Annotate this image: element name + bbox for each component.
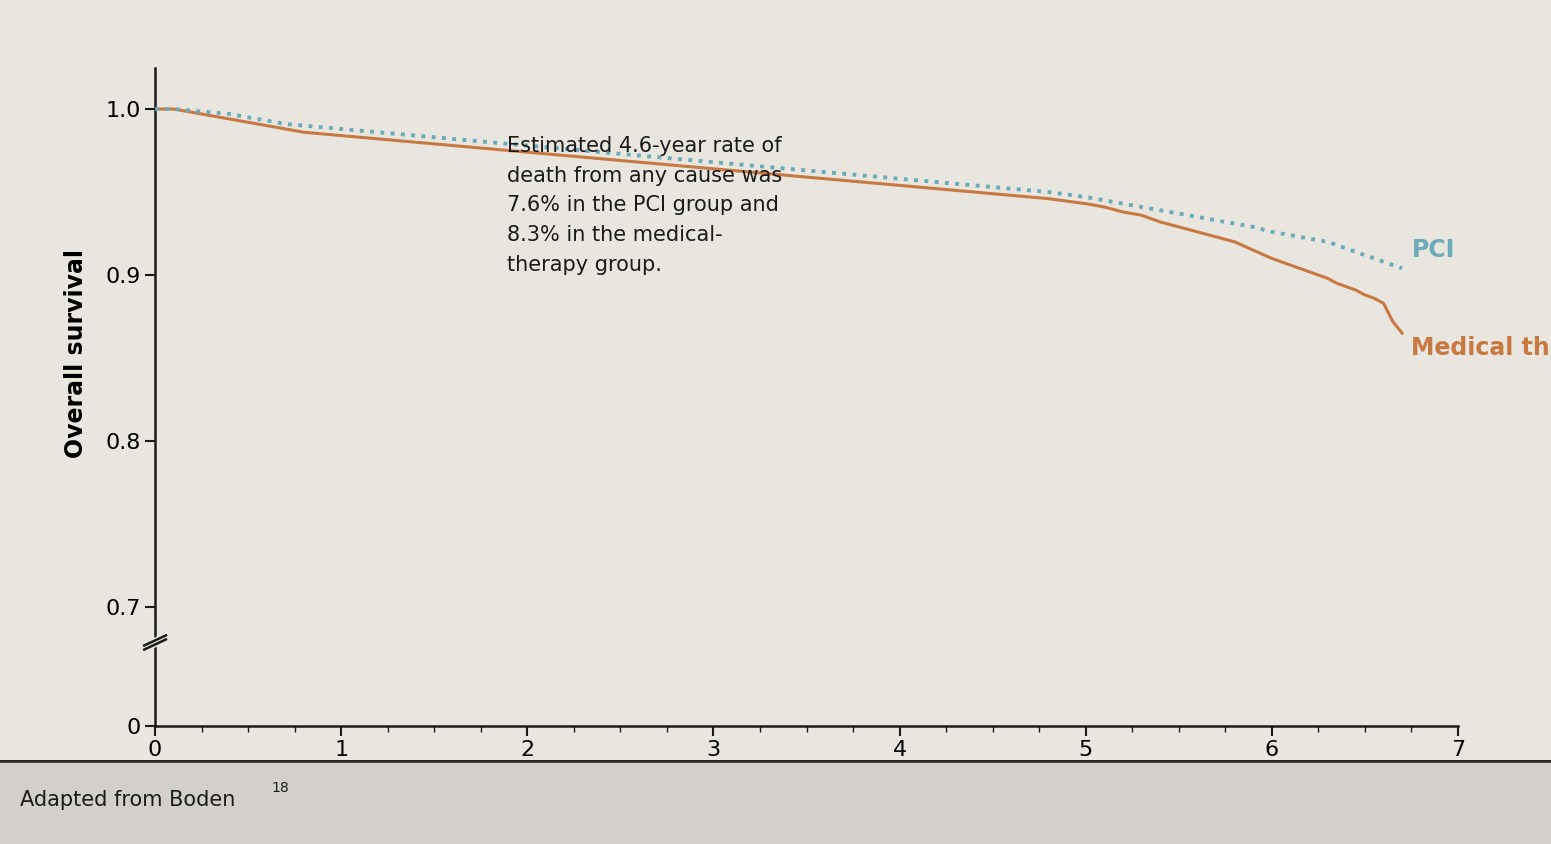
Text: 18: 18 xyxy=(271,782,288,795)
X-axis label: Years: Years xyxy=(768,777,845,801)
Text: PCI: PCI xyxy=(1411,238,1455,262)
Y-axis label: Overall survival: Overall survival xyxy=(65,249,88,458)
Text: Estimated 4.6-year rate of
death from any cause was
7.6% in the PCI group and
8.: Estimated 4.6-year rate of death from an… xyxy=(507,136,782,274)
Text: Medical therapy: Medical therapy xyxy=(1411,337,1551,360)
Text: Adapted from Boden: Adapted from Boden xyxy=(20,790,236,810)
